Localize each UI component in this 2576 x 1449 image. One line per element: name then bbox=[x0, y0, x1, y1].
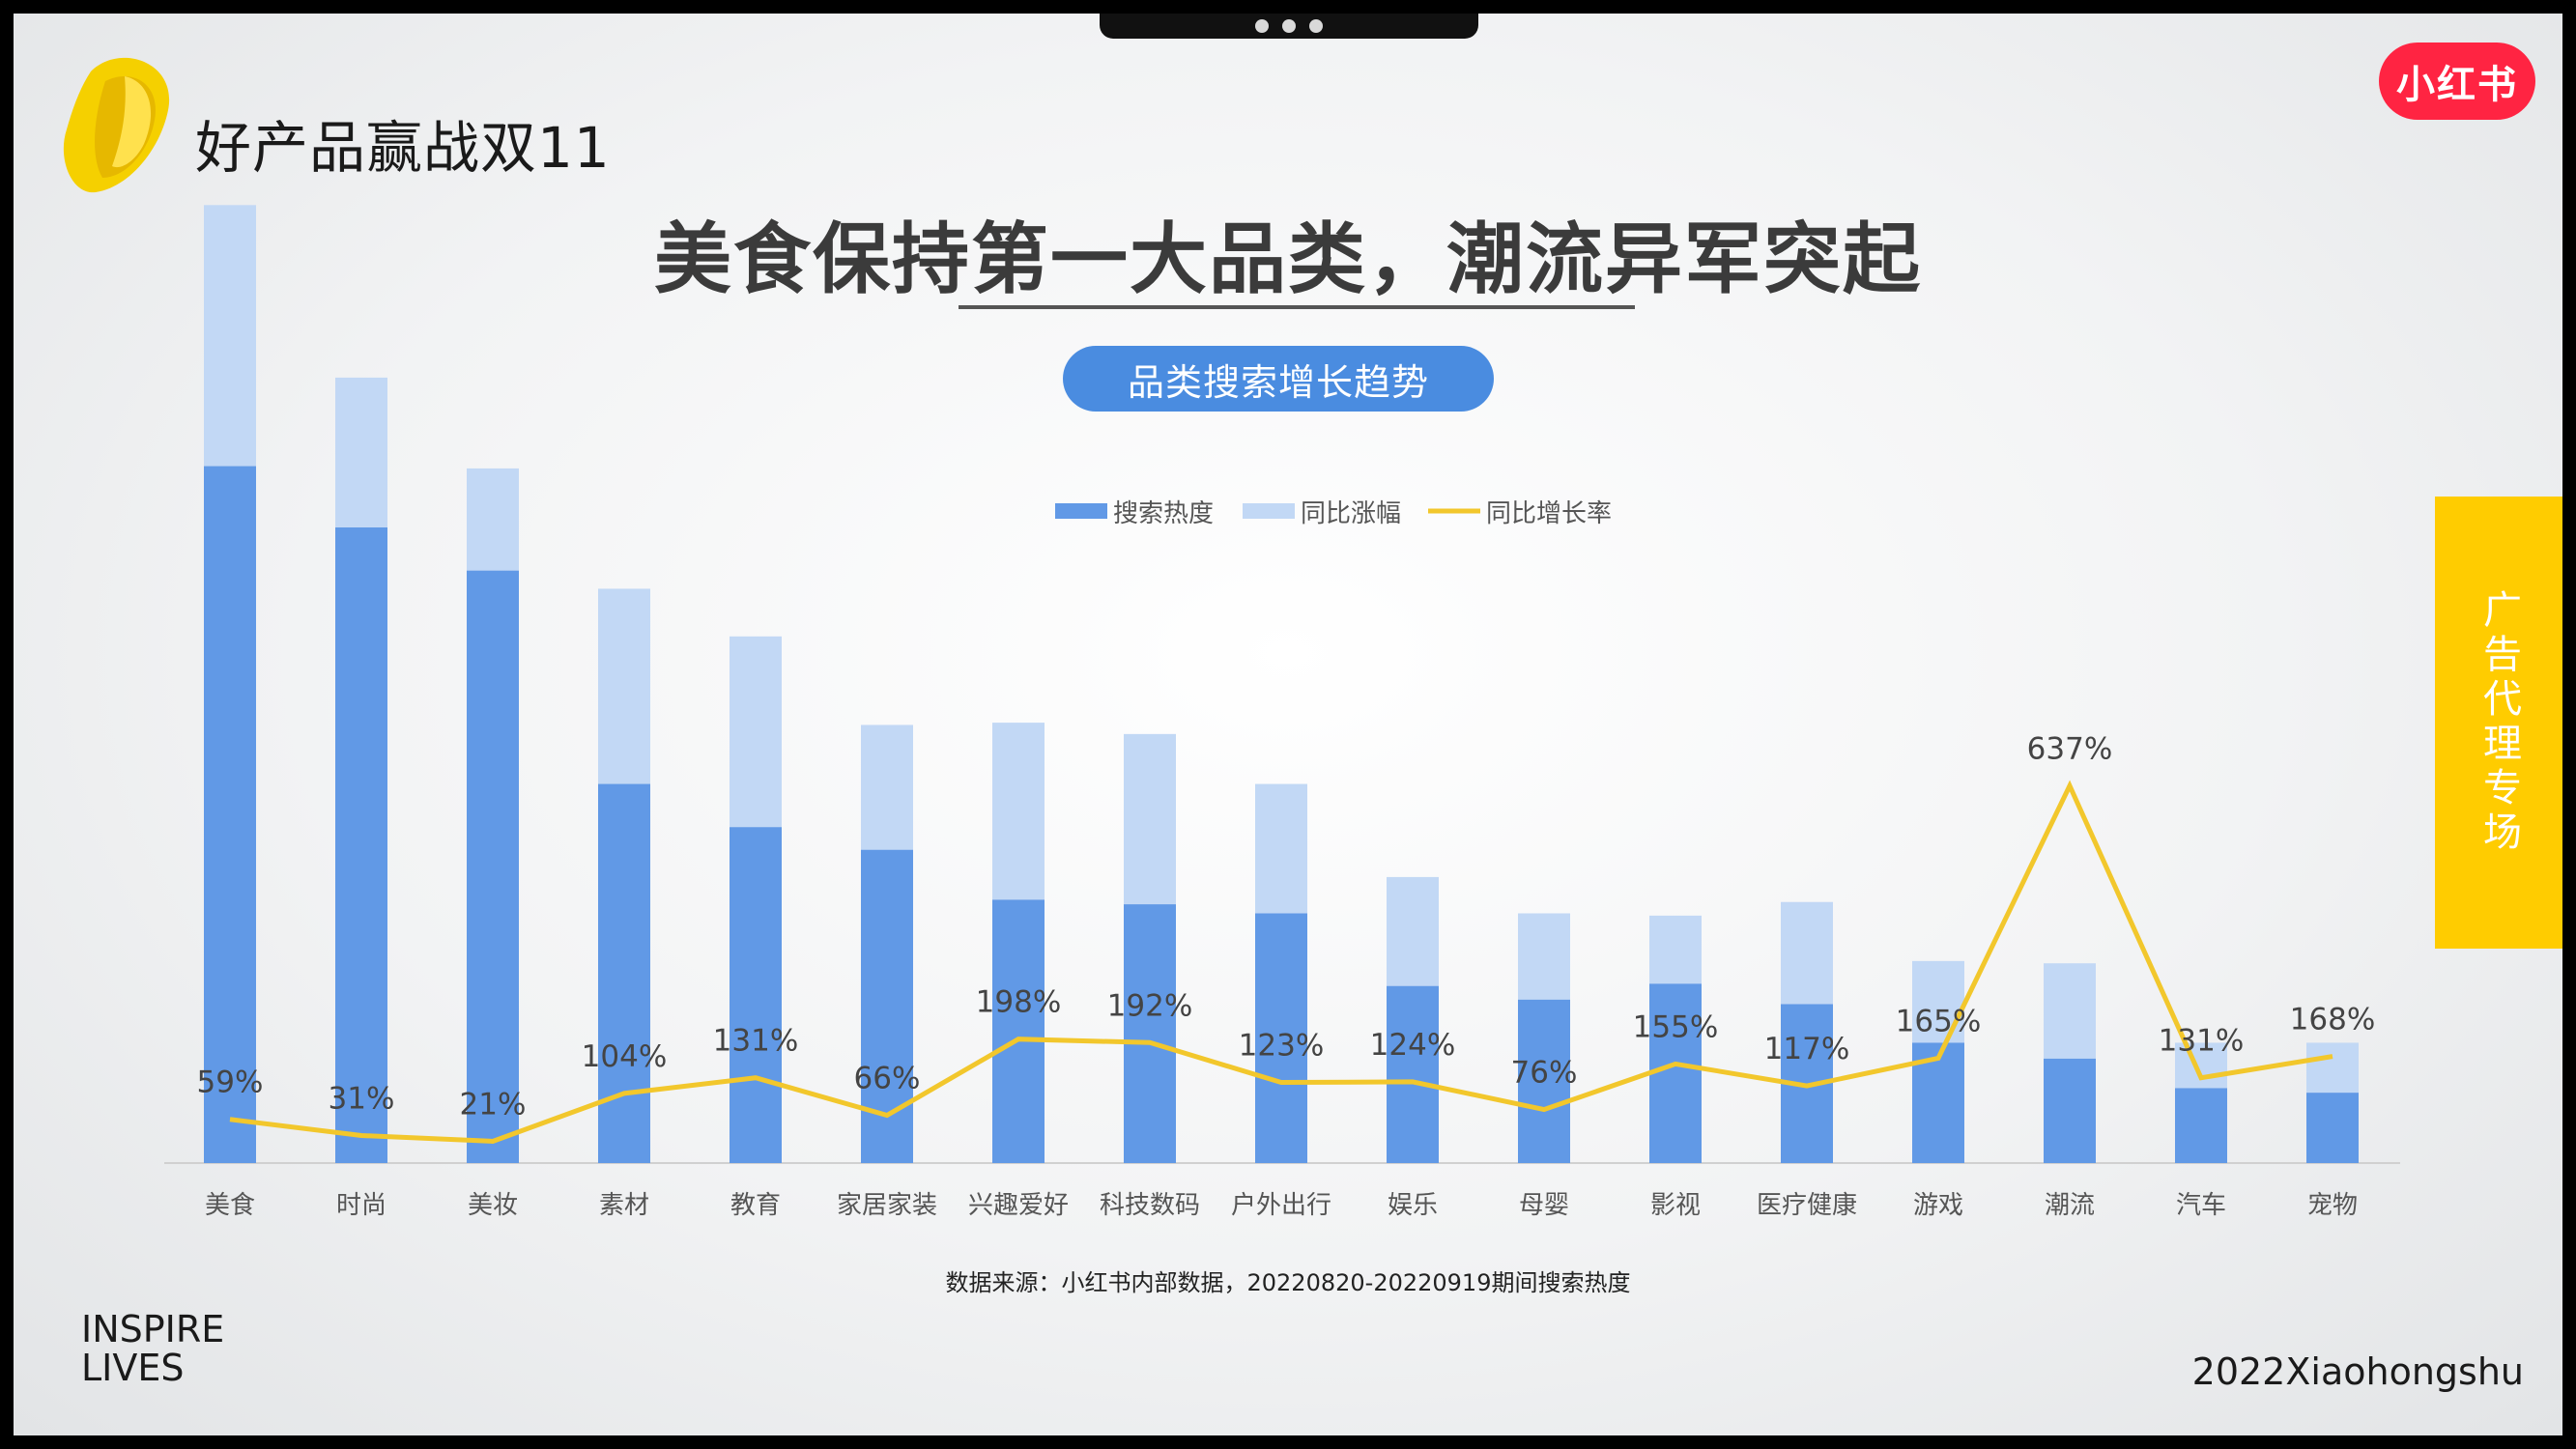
menu-dot-icon bbox=[1309, 19, 1323, 33]
data-label: 165% bbox=[1896, 1004, 1982, 1038]
menu-dot-icon bbox=[1282, 19, 1296, 33]
data-label: 104% bbox=[582, 1039, 668, 1074]
bar-search-heat bbox=[598, 783, 650, 1163]
data-label: 117% bbox=[1764, 1032, 1850, 1066]
bar-search-heat bbox=[1387, 985, 1439, 1163]
bar-yoy-rise bbox=[1518, 913, 1570, 1000]
legend-swatch bbox=[1243, 503, 1295, 519]
footer-slogan: INSPIRE LIVES bbox=[81, 1310, 224, 1387]
x-tick-label: 时尚 bbox=[336, 1191, 386, 1220]
legend-label: 同比涨幅 bbox=[1301, 499, 1401, 528]
x-tick-label: 家居家装 bbox=[837, 1191, 937, 1220]
data-label: 21% bbox=[460, 1087, 527, 1122]
x-tick-label: 母婴 bbox=[1519, 1191, 1569, 1220]
ribbon-logo-icon bbox=[63, 57, 170, 193]
data-label: 123% bbox=[1239, 1029, 1325, 1064]
bar-search-heat bbox=[992, 899, 1045, 1163]
bar-yoy-rise bbox=[1124, 733, 1176, 905]
data-label: 76% bbox=[1511, 1056, 1578, 1091]
title-divider bbox=[959, 305, 1635, 309]
data-label: 637% bbox=[2027, 731, 2113, 766]
chart-source-note: 数据来源：小红书内部数据，20220820-20220919期间搜索热度 bbox=[946, 1269, 1631, 1296]
x-tick-label: 汽车 bbox=[2176, 1191, 2226, 1220]
x-tick-label: 美食 bbox=[205, 1191, 255, 1220]
data-label: 31% bbox=[329, 1081, 395, 1116]
bar-search-heat bbox=[335, 527, 387, 1163]
footer-slogan-line1: INSPIRE bbox=[81, 1308, 225, 1350]
bar-yoy-rise bbox=[1649, 915, 1702, 984]
data-label: 168% bbox=[2290, 1003, 2376, 1037]
bar-yoy-rise bbox=[204, 205, 256, 467]
bar-yoy-rise bbox=[2044, 963, 2096, 1059]
legend-swatch bbox=[1055, 503, 1107, 519]
data-label: 192% bbox=[1107, 988, 1193, 1023]
bar-search-heat bbox=[2175, 1088, 2227, 1163]
bar-search-heat bbox=[2044, 1058, 2096, 1163]
x-tick-label: 教育 bbox=[730, 1191, 781, 1220]
x-tick-label: 游戏 bbox=[1913, 1191, 1963, 1220]
data-label: 59% bbox=[197, 1065, 264, 1100]
legend-label: 搜索热度 bbox=[1113, 499, 1214, 528]
x-tick-label: 素材 bbox=[599, 1191, 649, 1220]
line-yoy-growth bbox=[229, 780, 2333, 1144]
x-tick-label: 户外出行 bbox=[1231, 1191, 1331, 1220]
x-tick-label: 宠物 bbox=[2307, 1191, 2358, 1220]
x-tick-label: 科技数码 bbox=[1100, 1191, 1200, 1220]
x-tick-label: 影视 bbox=[1650, 1191, 1701, 1220]
bar-search-heat bbox=[2306, 1093, 2359, 1163]
data-label: 66% bbox=[854, 1062, 921, 1096]
brand-title: 好产品赢战双11 bbox=[195, 115, 611, 181]
bar-search-heat bbox=[730, 827, 782, 1163]
data-label: 131% bbox=[713, 1024, 799, 1059]
side-tab[interactable]: 广告代理专场 bbox=[2435, 497, 2562, 949]
x-tick-label: 娱乐 bbox=[1388, 1191, 1438, 1220]
slide: 好产品赢战双11 小红书 美食保持第一大品类，潮流异军突起 品类搜索增长趋势 广… bbox=[14, 14, 2562, 1435]
xiaohongshu-badge: 小红书 bbox=[2379, 43, 2535, 120]
bar-search-heat bbox=[1124, 904, 1176, 1163]
bar-yoy-rise bbox=[1912, 960, 1964, 1043]
bar-yoy-rise bbox=[2306, 1042, 2359, 1094]
bar-search-heat bbox=[1255, 913, 1307, 1163]
window-notch[interactable] bbox=[1100, 14, 1478, 39]
side-tab-label: 广告代理专场 bbox=[2476, 589, 2521, 856]
footer-year: 2022Xiaohongshu bbox=[2191, 1350, 2524, 1393]
bar-yoy-rise bbox=[1781, 901, 1833, 1005]
menu-dot-icon bbox=[1255, 19, 1269, 33]
bar-yoy-rise bbox=[1255, 783, 1307, 914]
bar-yoy-rise bbox=[335, 377, 387, 527]
x-tick-label: 兴趣爱好 bbox=[968, 1191, 1069, 1220]
bar-yoy-rise bbox=[730, 636, 782, 828]
data-label: 131% bbox=[2159, 1024, 2245, 1059]
x-tick-label: 医疗健康 bbox=[1757, 1191, 1857, 1220]
bar-search-heat bbox=[1518, 999, 1570, 1163]
bar-search-heat bbox=[1649, 983, 1702, 1163]
bar-yoy-rise bbox=[861, 724, 913, 850]
x-tick-label: 潮流 bbox=[2045, 1191, 2095, 1220]
bar-yoy-rise bbox=[2175, 1042, 2227, 1089]
x-tick-label: 美妆 bbox=[468, 1191, 518, 1220]
data-label: 124% bbox=[1370, 1028, 1456, 1063]
bar-yoy-rise bbox=[598, 588, 650, 784]
legend-label: 同比增长率 bbox=[1486, 499, 1612, 528]
bar-yoy-rise bbox=[1387, 876, 1439, 986]
chart-title-pill: 品类搜索增长趋势 bbox=[1063, 346, 1494, 412]
footer-slogan-line2: LIVES bbox=[81, 1347, 185, 1389]
page-title: 美食保持第一大品类，潮流异军突起 bbox=[654, 214, 1922, 304]
data-label: 155% bbox=[1633, 1009, 1719, 1044]
chart: 美食 时尚 美妆 素材 教育 家居家装 兴趣爱好 科技数码 户外出行 娱乐 母婴 影视 医疗健康 游戏 潮流… bbox=[164, 205, 2400, 1296]
data-label: 198% bbox=[976, 985, 1062, 1020]
bar-yoy-rise bbox=[467, 468, 519, 571]
bar-search-heat bbox=[467, 570, 519, 1163]
bar-yoy-rise bbox=[992, 723, 1045, 900]
bar-search-heat bbox=[204, 466, 256, 1163]
